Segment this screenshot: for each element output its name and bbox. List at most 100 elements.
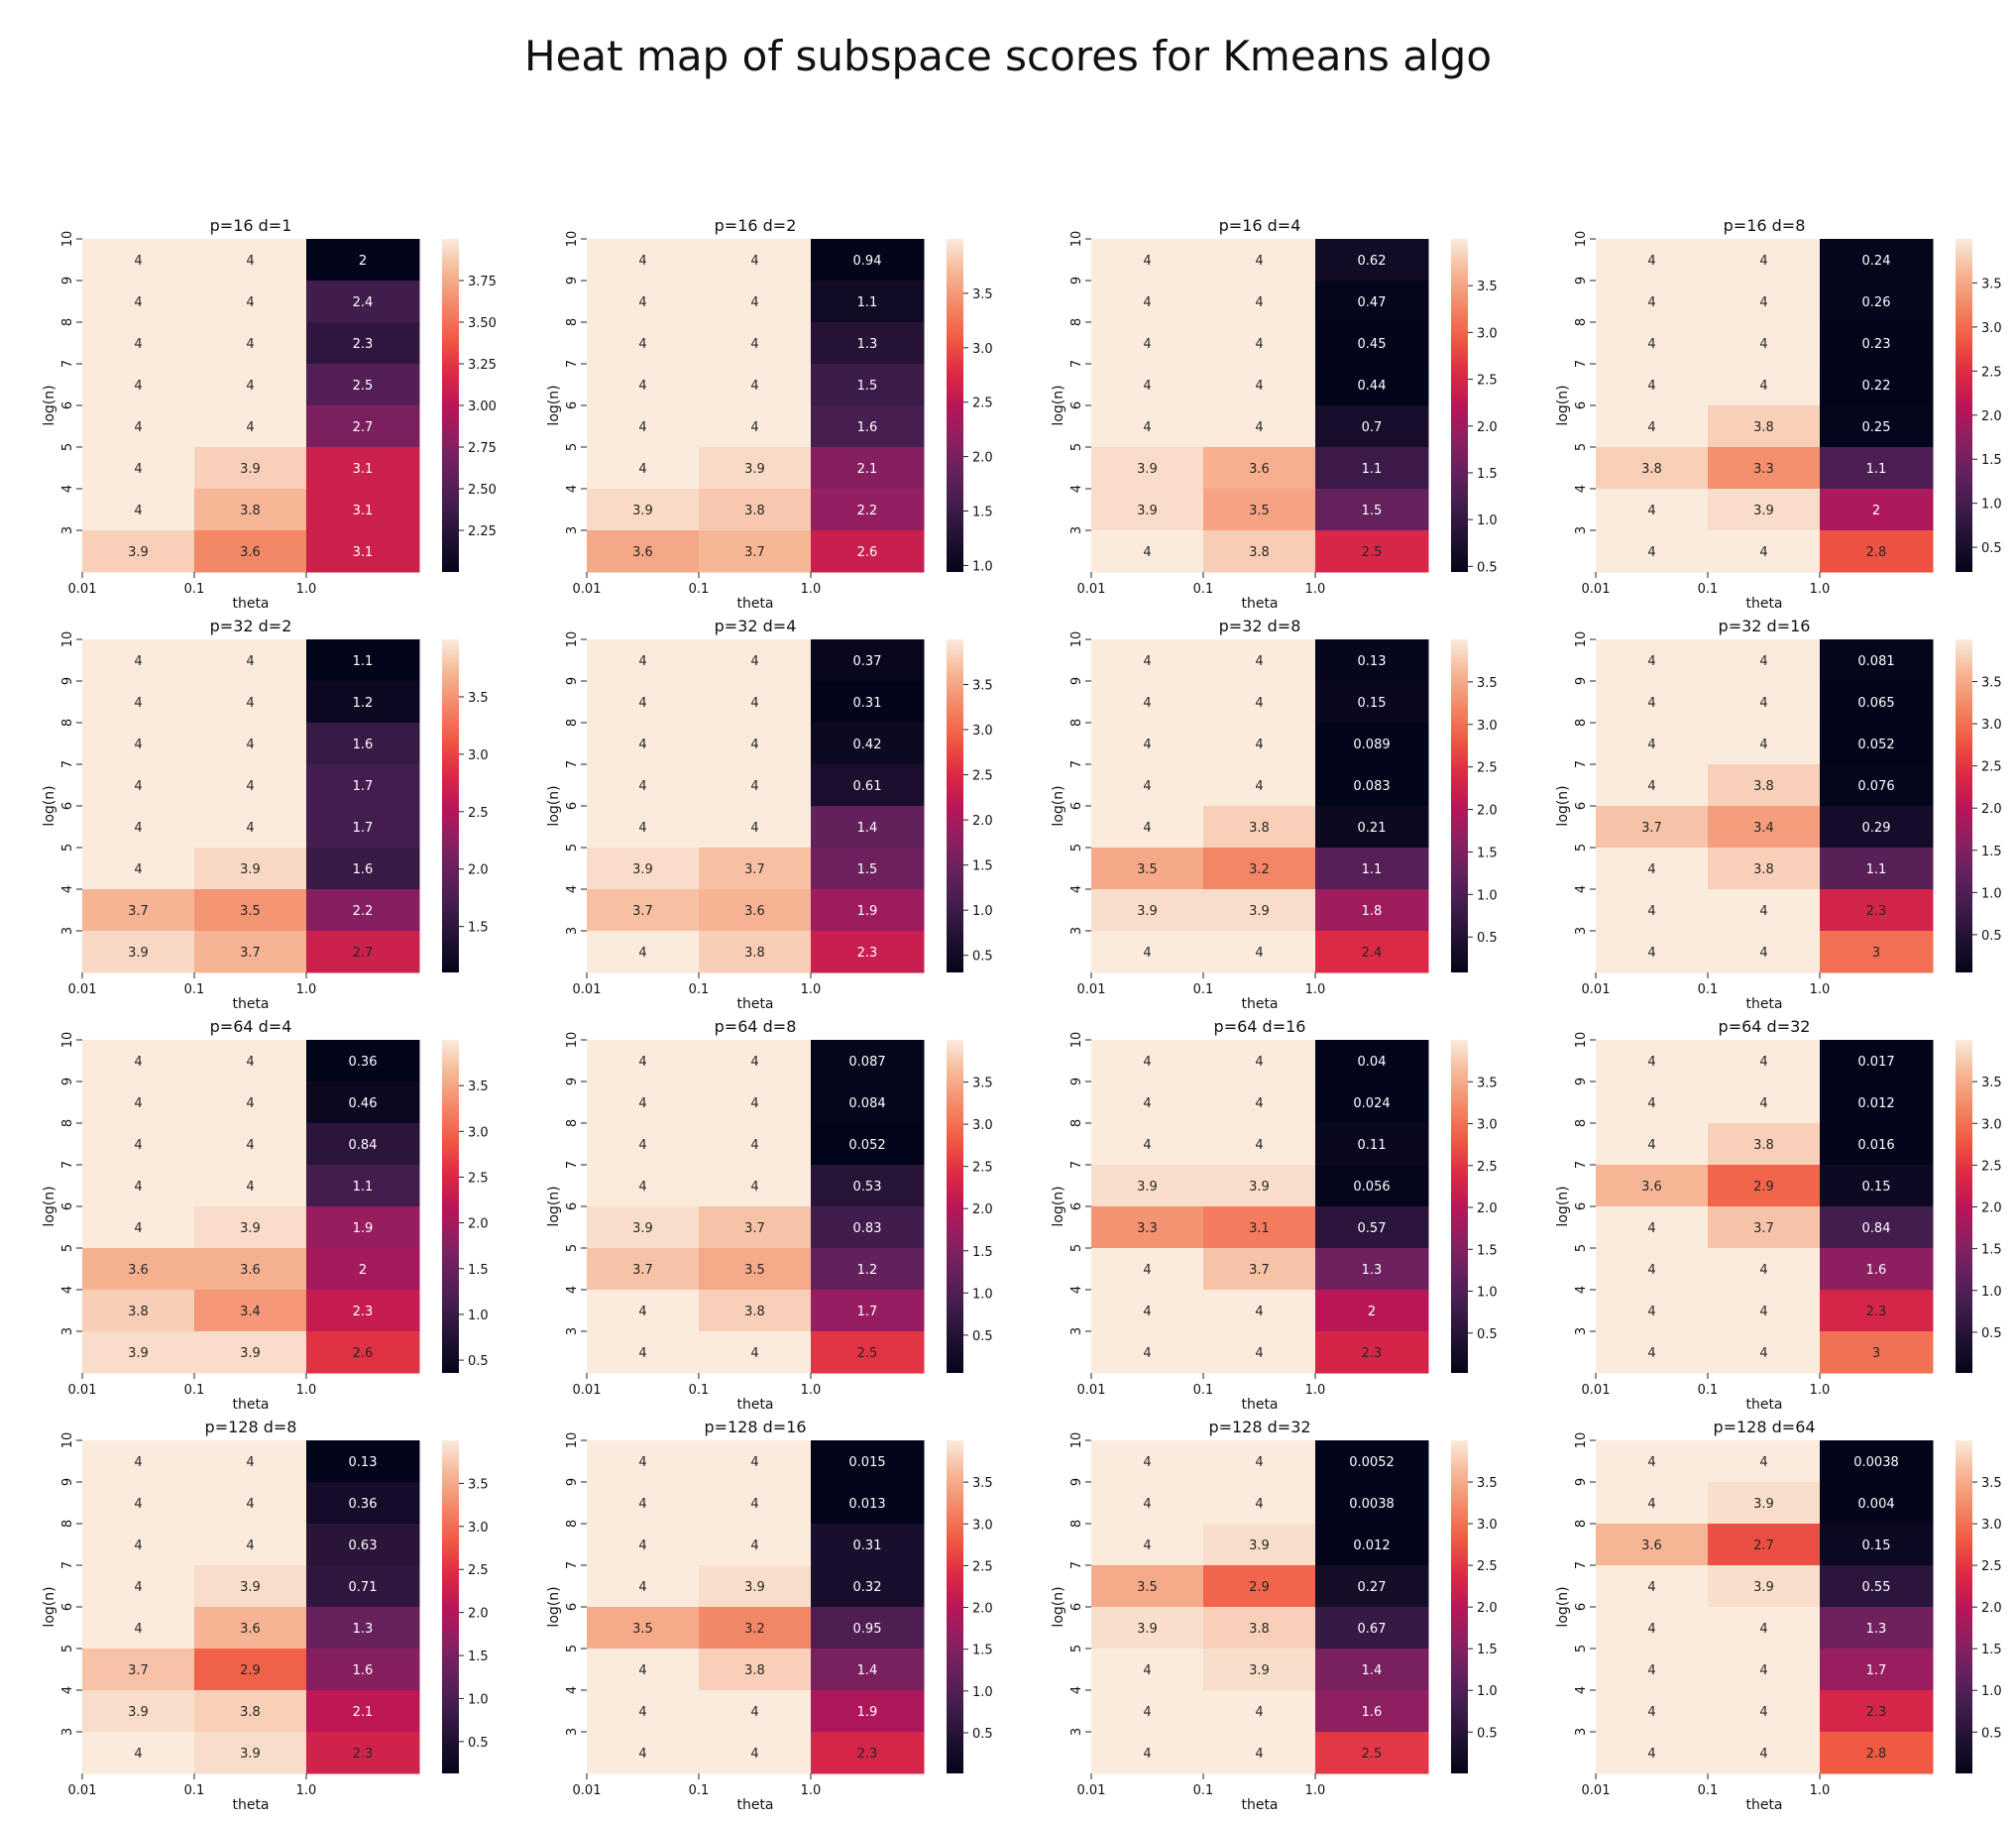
heatmap-cell (1315, 1524, 1429, 1566)
cell-label: 4 (1759, 545, 1767, 560)
y-tick-label: 6 (1069, 1603, 1084, 1611)
heatmap-cell (811, 1206, 925, 1249)
colorbar (947, 639, 963, 972)
y-tick-label: 10 (60, 1432, 75, 1449)
heatmap-cell (194, 764, 307, 807)
y-tick-label: 8 (1069, 719, 1084, 727)
panel-title: p=32 d=8 (1219, 617, 1301, 635)
heatmap-cell (82, 1082, 195, 1124)
heatmap-cell (699, 1248, 812, 1291)
heatmap-cell (811, 1290, 925, 1332)
colorbar-tick-label: 3.5 (1477, 280, 1498, 294)
heatmap-cell (699, 1123, 812, 1166)
colorbar-tick-label: 0.5 (1981, 1726, 2002, 1741)
cell-label: 0.012 (1353, 1538, 1390, 1553)
heatmap-cell (1596, 639, 1709, 682)
heatmap-cell (1203, 889, 1316, 932)
cell-label: 2.9 (1249, 1580, 1270, 1595)
cell-label: 3.8 (1249, 821, 1270, 836)
heatmap-cell (306, 447, 420, 490)
heatmap-cell (699, 1040, 812, 1082)
y-tick-label: 7 (565, 760, 580, 768)
cell-label: 0.44 (1358, 379, 1387, 394)
heatmap-cell (587, 1082, 700, 1124)
cell-label: 2 (1368, 1305, 1376, 1319)
cell-label: 1.7 (353, 779, 374, 794)
x-tick-label: 0.1 (689, 982, 710, 997)
y-tick-label: 7 (60, 760, 75, 768)
cell-label: 4 (750, 1180, 758, 1195)
x-tick-label: 1.0 (1810, 582, 1831, 597)
x-tick-label: 0.1 (184, 1383, 205, 1398)
colorbar-tick-label: 2.0 (1477, 804, 1498, 819)
heatmap-cell (194, 239, 307, 282)
heatmap-cell (1203, 848, 1316, 890)
heatmap-cell (306, 1732, 420, 1774)
colorbar-tick-label: 1.0 (972, 1685, 993, 1700)
colorbar-tick-label: 3.75 (468, 275, 497, 289)
colorbar-tick-label: 3.0 (468, 1125, 489, 1140)
heatmap-cell (1203, 1524, 1316, 1566)
colorbar-tick-label: 2.0 (1981, 802, 2002, 817)
x-axis-label: theta (1241, 1797, 1278, 1813)
colorbar-tick-label: 3.00 (468, 399, 497, 414)
panel-title: p=16 d=2 (715, 216, 797, 235)
cell-label: 3.5 (1249, 504, 1270, 518)
cell-label: 4 (750, 1705, 758, 1720)
cell-label: 1.3 (353, 1622, 374, 1637)
cell-label: 3.8 (1753, 779, 1774, 794)
heatmap-cell (82, 1331, 195, 1374)
heatmap-cell (811, 1440, 925, 1483)
x-tick-label: 1.0 (1810, 982, 1831, 997)
heatmap-cell (699, 447, 812, 490)
y-tick-label: 3 (60, 1728, 75, 1736)
cell-label: 1.5 (857, 862, 878, 877)
y-tick-label: 5 (1069, 1645, 1084, 1652)
y-tick-label: 9 (1069, 1078, 1084, 1085)
cell-label: 4 (134, 462, 142, 477)
y-tick-label: 5 (60, 1645, 75, 1652)
heatmap-cell (811, 1565, 925, 1608)
y-tick-label: 10 (565, 1032, 580, 1049)
cell-label: 3.9 (1753, 1580, 1774, 1595)
y-tick-label: 5 (1069, 443, 1084, 451)
colorbar-tick-label: 2.5 (1981, 1559, 2002, 1574)
heatmap-cell (1820, 1165, 1934, 1207)
heatmap-cell (1708, 447, 1821, 490)
heatmap-panel: p=16 d=2 4 4 0.94 4 4 1.1 4 4 1.3 4 4 1.5 4 4 1.6 4 3.9 2.… (546, 216, 993, 612)
heatmap-cell (587, 447, 700, 490)
colorbar-tick-label: 1.5 (1981, 453, 2002, 468)
y-tick-label: 5 (60, 844, 75, 852)
heatmap-cell (1708, 1165, 1821, 1207)
colorbar-tick-label: 3.0 (1981, 1518, 2002, 1533)
panel-title: p=16 d=1 (210, 216, 292, 235)
x-tick-label: 1.0 (801, 1383, 822, 1398)
heatmap-cell (1820, 364, 1934, 406)
heatmap-cell (699, 1206, 812, 1249)
cell-label: 4 (1255, 1096, 1263, 1111)
heatmap-cell (194, 1082, 307, 1124)
heatmap-cell (1596, 681, 1709, 724)
heatmap-cell (1315, 1607, 1429, 1650)
colorbar-tick-label: 2.0 (972, 814, 993, 829)
cell-label: 3.9 (744, 1580, 765, 1595)
y-tick-label: 3 (1069, 927, 1084, 935)
cell-label: 1.2 (353, 696, 374, 711)
cell-label: 3.8 (128, 1305, 149, 1319)
heatmap-cell (1091, 931, 1204, 973)
heatmap-cell (1315, 931, 1429, 973)
cell-label: 4 (750, 1346, 758, 1361)
cell-label: 2.3 (353, 1305, 374, 1319)
colorbar-tick-label: 1.5 (1981, 1643, 2002, 1657)
cell-label: 2.3 (1866, 1305, 1887, 1319)
y-tick-label: 8 (60, 1119, 75, 1127)
colorbar-tick-label: 0.5 (1981, 1326, 2002, 1341)
heatmap-cell (82, 931, 195, 973)
cell-label: 4 (1143, 1538, 1151, 1553)
heatmap-cell (587, 931, 700, 973)
colorbar (1956, 639, 1972, 972)
y-tick-label: 7 (60, 360, 75, 368)
colorbar-tick-label: 3.5 (468, 1080, 489, 1094)
y-tick-label: 6 (565, 401, 580, 409)
